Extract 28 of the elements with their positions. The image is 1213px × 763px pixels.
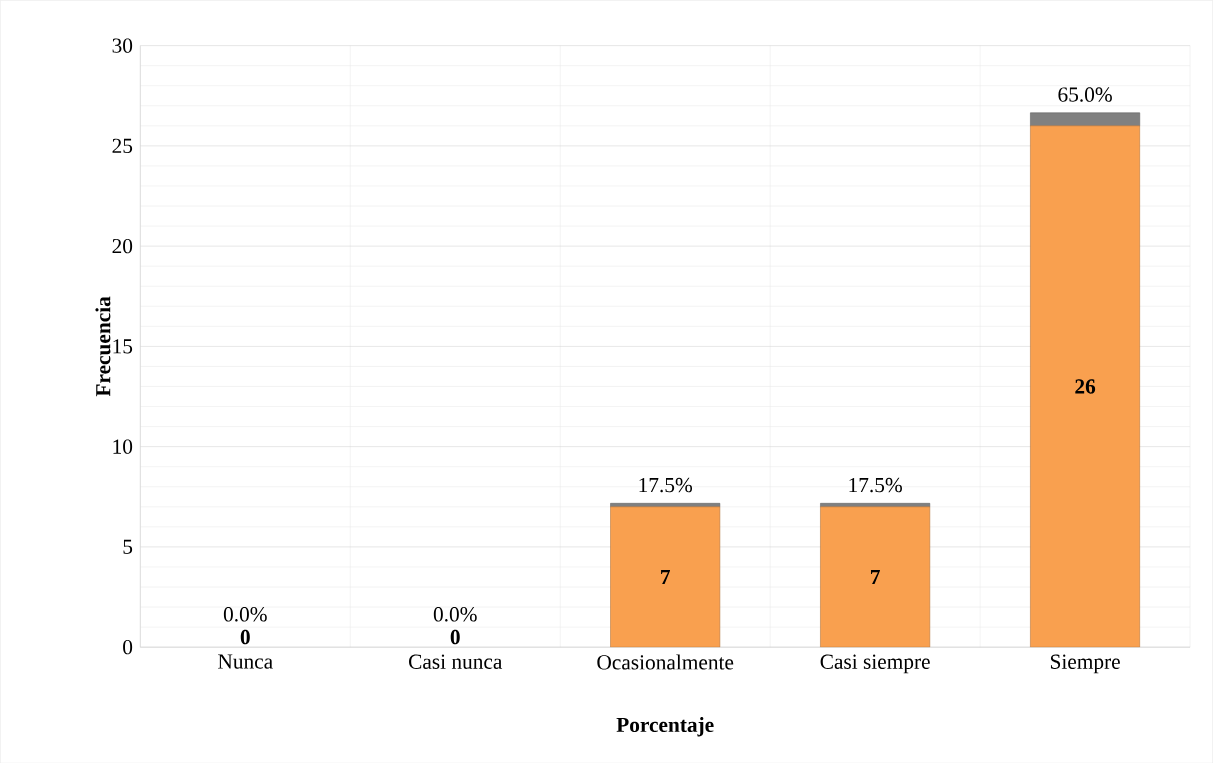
data-label: 0: [450, 629, 460, 644]
data-label: 65.0%: [1058, 87, 1112, 102]
data-label: 17.5%: [639, 477, 693, 493]
data-label: 7: [661, 569, 671, 584]
y-axis-title: Frecuencia: [95, 296, 111, 396]
x-tick-label: Nunca: [218, 654, 273, 669]
y-tick-label: 30: [112, 38, 133, 53]
bar: [820, 506, 931, 647]
x-tick-label: Ocasionalmente: [597, 654, 734, 670]
data-label: 0: [240, 629, 250, 644]
data-label: 17.5%: [849, 477, 902, 493]
x-axis-title: Porcentaje: [616, 716, 714, 737]
data-label: 7: [871, 569, 880, 584]
y-tick-label: 15: [113, 339, 133, 354]
y-tick-label: 10: [113, 439, 133, 454]
data-label: 0.0%: [433, 606, 477, 622]
y-tick-label: 25: [112, 138, 133, 153]
y-tick-label: 20: [112, 238, 133, 254]
x-tick-label: Casi siempre: [820, 654, 930, 673]
bar: [1030, 112, 1141, 126]
bar: [610, 506, 721, 647]
y-tick-label: 0: [123, 639, 133, 655]
x-tick-label: Siempre: [1050, 654, 1120, 673]
bar: [1030, 125, 1141, 647]
y-tick-label: 5: [123, 539, 133, 554]
x-tick-label: Casi nunca: [409, 654, 503, 669]
data-label: 0.0%: [223, 606, 267, 622]
data-label: 26: [1075, 379, 1096, 394]
